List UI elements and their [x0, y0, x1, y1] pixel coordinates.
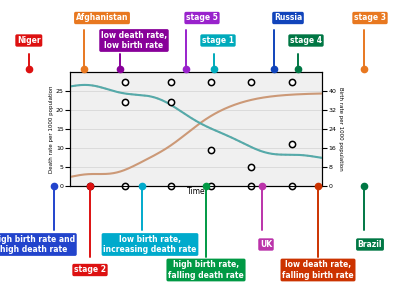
- X-axis label: Time: Time: [187, 188, 205, 196]
- Y-axis label: Death rate per 1000 population: Death rate per 1000 population: [50, 85, 54, 173]
- Text: low birth rate,
increasing death rate: low birth rate, increasing death rate: [103, 235, 197, 254]
- Text: stage 2: stage 2: [74, 266, 106, 274]
- Text: high birth rate and
high death rate: high birth rate and high death rate: [0, 235, 75, 254]
- Text: Niger: Niger: [17, 36, 41, 45]
- Y-axis label: Birth rate per 1000 population: Birth rate per 1000 population: [338, 87, 343, 171]
- Text: low death rate,
falling birth rate: low death rate, falling birth rate: [282, 260, 354, 280]
- Text: stage 4: stage 4: [290, 36, 322, 45]
- Text: Brazil: Brazil: [358, 240, 382, 249]
- Text: high birth rate,
falling death rate: high birth rate, falling death rate: [168, 260, 244, 280]
- Text: stage 5: stage 5: [186, 14, 218, 22]
- Text: Russia: Russia: [274, 14, 302, 22]
- Text: Afghanistan: Afghanistan: [76, 14, 128, 22]
- Text: low death rate,
low birth rate: low death rate, low birth rate: [101, 31, 167, 50]
- Text: stage 3: stage 3: [354, 14, 386, 22]
- Text: stage 1: stage 1: [202, 36, 234, 45]
- Text: UK: UK: [260, 240, 272, 249]
